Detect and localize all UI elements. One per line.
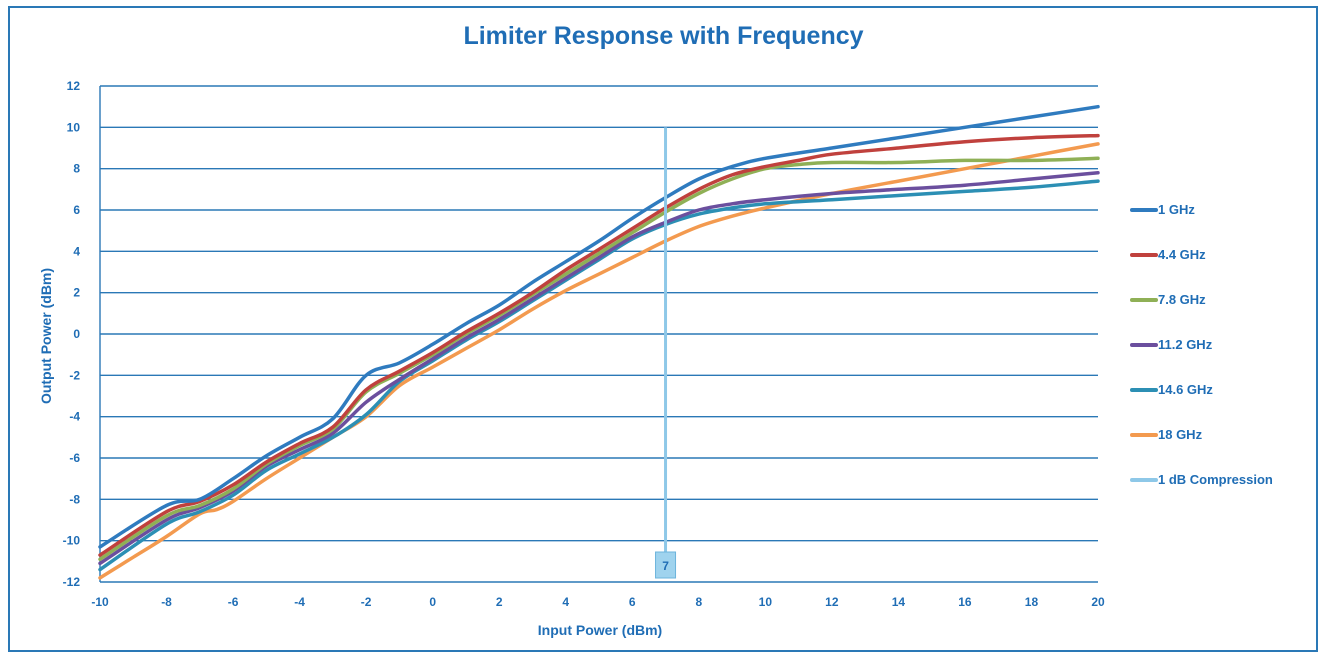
legend-item: 4.4 GHz (1130, 245, 1315, 290)
legend-label: 1 dB Compression (1158, 472, 1273, 487)
x-axis-label: Input Power (dBm) (537, 622, 663, 638)
x-tick-label: -8 (161, 595, 172, 609)
x-tick-label: -6 (228, 595, 239, 609)
y-tick-label: 10 (67, 120, 81, 134)
y-tick-label: -12 (63, 575, 81, 589)
series-line (98, 142, 1100, 580)
y-tick-label: -10 (63, 534, 81, 548)
legend-item: 1 GHz (1130, 200, 1315, 245)
legend-label: 4.4 GHz (1158, 247, 1206, 262)
x-tick-label: 8 (695, 595, 702, 609)
x-tick-label: 4 (562, 595, 569, 609)
series-line (98, 104, 1100, 549)
series-lines (98, 104, 1100, 580)
legend-swatch (1130, 208, 1158, 212)
x-tick-label: 20 (1091, 595, 1105, 609)
legend-swatch (1130, 433, 1158, 437)
y-tick-label: 4 (73, 244, 80, 258)
series-line (98, 171, 1100, 566)
legend-swatch (1130, 253, 1158, 257)
legend-label: 18 GHz (1158, 427, 1203, 442)
compression-label: 7 (662, 559, 669, 573)
legend-label: 1 GHz (1158, 202, 1195, 217)
x-tick-label: 0 (429, 595, 436, 609)
y-tick-label: -2 (69, 368, 80, 382)
chart-frame (8, 6, 1318, 652)
x-tick-label: 14 (892, 595, 906, 609)
y-tick-label: 12 (67, 79, 81, 93)
legend-item: 7.8 GHz (1130, 290, 1315, 335)
x-tick-label: 12 (825, 595, 839, 609)
legend-item: 1 dB Compression (1130, 470, 1315, 515)
compression-label-box (655, 551, 677, 579)
x-tick-label: -10 (91, 595, 109, 609)
legend-swatch (1130, 298, 1158, 302)
legend-label: 11.2 GHz (1158, 337, 1213, 352)
gridlines (99, 85, 1098, 583)
x-tick-label: -2 (361, 595, 372, 609)
y-tick-label: 0 (73, 327, 80, 341)
x-tick-label: 10 (759, 595, 773, 609)
legend: 1 GHz 4.4 GHz 7.8 GHz 11.2 GHz 14.6 GHz 18 GH… (1130, 200, 1315, 515)
y-tick-label: -8 (69, 492, 80, 506)
x-tick-label: 18 (1025, 595, 1039, 609)
y-tick-label: 8 (73, 162, 80, 176)
y-tick-label: -6 (69, 451, 80, 465)
y-tick-label: 6 (73, 203, 80, 217)
y-tick-label: 2 (73, 286, 80, 300)
legend-swatch (1130, 343, 1158, 347)
x-tick-labels: -10 -8 -6 -4 -2 0 2 4 6 8 10 12 14 16 18 20 (91, 595, 1105, 609)
legend-item: 14.6 GHz (1130, 380, 1315, 425)
legend-item: 18 GHz (1130, 425, 1315, 470)
x-tick-label: 6 (629, 595, 636, 609)
chart-title: Limiter Response with Frequency (463, 22, 864, 50)
x-tick-label: 2 (496, 595, 503, 609)
series-line (98, 156, 1100, 562)
x-tick-label: -4 (294, 595, 305, 609)
legend-label: 14.6 GHz (1158, 382, 1213, 397)
x-tick-label: 16 (958, 595, 972, 609)
legend-swatch (1130, 478, 1158, 482)
y-tick-label: -4 (69, 410, 80, 424)
y-axis-label: Output Power (dBm) (38, 267, 54, 405)
series-line (98, 133, 1100, 557)
legend-swatch (1130, 388, 1158, 392)
legend-label: 7.8 GHz (1158, 292, 1206, 307)
y-tick-labels: 12 10 8 6 4 2 0 -2 -4 -6 -8 -10 -12 (63, 79, 81, 589)
legend-item: 11.2 GHz (1130, 335, 1315, 380)
compression-marker: 7 (655, 127, 677, 579)
